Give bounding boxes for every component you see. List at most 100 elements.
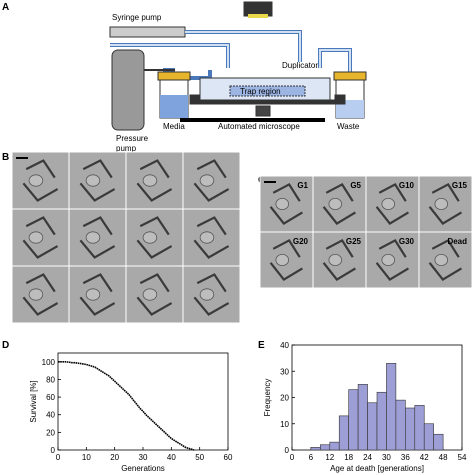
histogram-bar — [357, 384, 368, 451]
x-tick-label: 40 — [167, 453, 176, 462]
micrograph-grid: G1 G5 G10 G15 G20 G25 G30 Dead — [259, 175, 473, 289]
label: Pressure — [116, 134, 149, 143]
micrograph-label: G30 — [399, 237, 415, 246]
tube — [318, 48, 352, 75]
cell — [381, 197, 396, 210]
trap — [22, 273, 59, 316]
chart: 0 6 12 18 24 30 36 42 48 54 0 10 20 30 40 Age at death … — [263, 341, 467, 473]
trap — [428, 182, 462, 226]
cell — [85, 231, 101, 244]
label: Automated microscope — [218, 122, 300, 131]
micrograph-label: G5 — [350, 181, 361, 190]
x-tick-label: 10 — [82, 453, 91, 462]
trap — [79, 216, 116, 259]
histogram-bar — [348, 389, 359, 451]
x-tick-label: 30 — [139, 453, 148, 462]
x-tick-label: 6 — [309, 453, 314, 462]
trap — [375, 182, 409, 226]
cell — [142, 288, 158, 301]
histogram-bar — [414, 405, 425, 451]
x-tick-label: 20 — [110, 453, 119, 462]
setup-diagram — [109, 1, 367, 131]
label: Syringe pump — [112, 13, 162, 22]
histogram-bar — [395, 399, 406, 451]
cell — [142, 174, 158, 187]
histogram-bar — [423, 423, 434, 451]
trap — [193, 159, 230, 202]
y-tick-label: 30 — [280, 367, 289, 376]
y-axis-label: Survival [%] — [29, 380, 38, 422]
trap — [269, 238, 303, 282]
pressure-pump — [111, 49, 145, 131]
y-axis-label: Frequency — [263, 379, 272, 417]
cell — [275, 197, 290, 210]
trap — [79, 273, 116, 316]
y-tick-label: 40 — [280, 341, 289, 350]
label: Media — [163, 122, 185, 131]
x-tick-label: 30 — [382, 453, 391, 462]
label: Trap region — [240, 87, 281, 96]
y-tick-label: 40 — [46, 411, 55, 420]
micrograph-label: G20 — [293, 237, 309, 246]
syringe — [109, 26, 186, 38]
micrograph-label: G10 — [399, 181, 415, 190]
panel-label: B — [2, 152, 9, 163]
objective — [255, 105, 271, 117]
trap — [193, 273, 230, 316]
trap — [22, 216, 59, 259]
histogram-bar — [386, 363, 397, 451]
label: pump — [116, 144, 137, 153]
cell — [434, 253, 449, 266]
cell — [275, 253, 290, 266]
x-tick-label: 12 — [325, 453, 334, 462]
cell — [434, 197, 449, 210]
y-tick-label: 0 — [51, 446, 56, 455]
cell — [328, 197, 343, 210]
chart: 0 10 20 30 40 50 60 0 20 40 60 80 100 Generations Surv… — [29, 352, 233, 473]
x-axis-label: Generations — [121, 464, 165, 473]
x-tick-label: 42 — [420, 453, 429, 462]
diagram-labels: Syringe pump Duplicator Trap region Pres… — [112, 13, 360, 153]
label: Waste — [337, 122, 360, 131]
cell — [381, 253, 396, 266]
trap-region — [229, 85, 306, 97]
trap — [136, 273, 173, 316]
cell — [28, 231, 44, 244]
micrograph-label: Dead — [447, 237, 467, 246]
cell — [199, 174, 215, 187]
x-tick-label: 0 — [290, 453, 295, 462]
x-tick-label: 24 — [363, 453, 372, 462]
cell — [28, 174, 44, 187]
y-tick-label: 20 — [280, 394, 289, 403]
x-tick-label: 36 — [401, 453, 410, 462]
media-cap — [157, 71, 191, 81]
light-lens — [248, 14, 268, 18]
histogram-bar — [310, 447, 321, 451]
tube — [185, 31, 301, 62]
waste-cap — [333, 71, 367, 81]
trap — [136, 159, 173, 202]
x-tick-label: 0 — [56, 453, 61, 462]
y-tick-label: 100 — [42, 358, 56, 367]
x-axis-label: Age at death [generations] — [330, 464, 424, 473]
x-tick-label: 60 — [224, 453, 233, 462]
cell — [328, 253, 343, 266]
micrograph-label: G15 — [452, 181, 468, 190]
y-tick-label: 0 — [285, 446, 290, 455]
micrograph-grid — [11, 151, 241, 324]
histogram-bar — [405, 407, 416, 451]
histogram-bar — [376, 391, 387, 451]
histogram-bar — [338, 415, 349, 451]
media-liquid — [160, 95, 188, 118]
trap — [428, 238, 462, 282]
trap — [193, 216, 230, 259]
cell — [28, 288, 44, 301]
label: Duplicator — [282, 61, 318, 70]
trap — [375, 238, 409, 282]
stage — [189, 94, 346, 105]
x-tick-label: 18 — [344, 453, 353, 462]
panel-label: A — [2, 2, 9, 13]
y-tick-label: 60 — [46, 393, 55, 402]
trap — [79, 159, 116, 202]
